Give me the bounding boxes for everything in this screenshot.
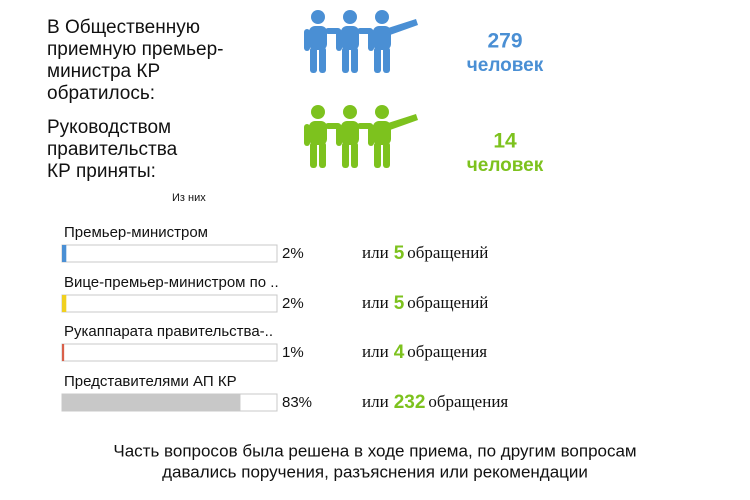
note-count: 5 (394, 243, 405, 264)
footer-text: Часть вопросов была решена в ходе приема… (113, 441, 636, 460)
category-label: Вице-премьер-министром по .. (64, 274, 279, 291)
bar (62, 344, 65, 361)
people-icon-blue (304, 10, 418, 73)
note-suffix: обращений (407, 293, 488, 312)
category-label: Представителями АП КР (64, 373, 237, 390)
note: или 5 обращений (362, 293, 488, 314)
note-count: 4 (394, 342, 405, 363)
value-label: 2% (282, 295, 304, 312)
people-icon-green (304, 105, 418, 168)
footer-text: давались поручения, разъяснения или реко… (162, 462, 588, 481)
note-prefix: или (362, 293, 389, 312)
bar-track (61, 343, 278, 362)
stat-label: приемную премьер- (47, 39, 223, 60)
bar-track (61, 294, 278, 313)
note-suffix: обращения (428, 392, 508, 411)
bar (62, 295, 67, 312)
stat-label: КР приняты: (47, 161, 156, 182)
note: или 5 обращений (362, 243, 488, 264)
stat-value: 279 (487, 30, 522, 53)
stat-unit: человек (467, 155, 544, 176)
note-suffix: обращения (407, 342, 487, 361)
note-suffix: обращений (407, 243, 488, 262)
value-label: 1% (282, 344, 304, 361)
bar (62, 394, 241, 411)
stat-label: правительства (47, 139, 178, 160)
note: или 4 обращения (362, 342, 487, 363)
value-label: 83% (282, 394, 312, 411)
category-label: Рукаппарата правительства-.. (64, 323, 273, 340)
bar-track (61, 244, 278, 263)
value-label: 2% (282, 245, 304, 262)
note-prefix: или (362, 342, 389, 361)
stat-label: обратилось: (47, 83, 155, 104)
stat-value: 14 (493, 130, 517, 153)
note-prefix: или (362, 243, 389, 262)
stat-label: Руководством (47, 117, 171, 138)
subtitle: Из них (172, 192, 206, 204)
note-prefix: или (362, 392, 389, 411)
stat-label: В Общественную (47, 17, 200, 38)
note: или 232 обращения (362, 392, 508, 413)
stat-label: министра КР (47, 61, 160, 82)
stat-unit: человек (467, 55, 544, 76)
note-count: 232 (394, 392, 426, 413)
note-count: 5 (394, 293, 405, 314)
bar (62, 245, 67, 262)
category-label: Премьер-министром (64, 224, 208, 241)
